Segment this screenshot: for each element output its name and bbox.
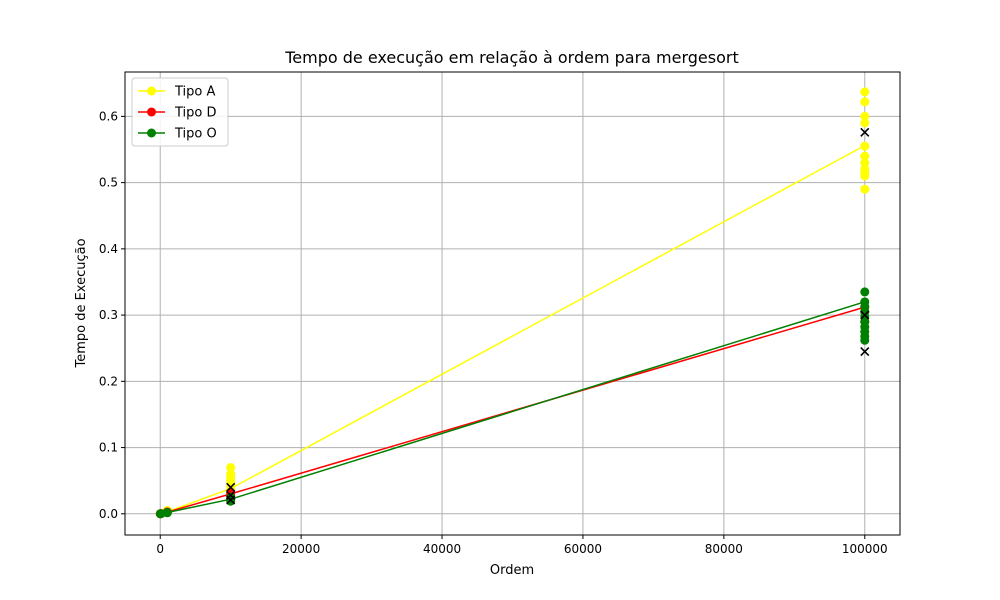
y-tick-label: 0.1 bbox=[99, 441, 118, 455]
data-point-tipo-a bbox=[860, 151, 870, 161]
data-point-tipo-o bbox=[162, 507, 172, 517]
data-point-tipo-o bbox=[860, 297, 870, 307]
x-axis-label: Ordem bbox=[490, 563, 534, 578]
y-tick-label: 0.2 bbox=[99, 374, 118, 388]
data-point-tipo-a bbox=[226, 469, 236, 479]
median-marker-tipo-a bbox=[860, 127, 870, 137]
plot-frame bbox=[124, 71, 901, 536]
legend-item-tipo-d: Tipo D bbox=[138, 106, 217, 121]
median-marker-tipo-d bbox=[860, 310, 870, 320]
median-marker-tipo-a bbox=[226, 482, 236, 492]
data-point-tipo-a bbox=[860, 111, 870, 121]
median-marker-tipo-o bbox=[860, 346, 870, 357]
median-marker-tipo-o bbox=[226, 495, 236, 505]
legend-item-tipo-a: Tipo A bbox=[138, 85, 215, 100]
legend-item-tipo-o: Tipo O bbox=[138, 127, 217, 142]
data-point-tipo-a bbox=[860, 118, 870, 128]
legend: Tipo A Tipo D Tipo O bbox=[131, 77, 229, 147]
y-tick-label: 0.3 bbox=[99, 308, 118, 322]
x-tick-label: 20000 bbox=[282, 542, 320, 556]
y-tick-label: 0.0 bbox=[99, 507, 118, 521]
data-point-tipo-a bbox=[860, 97, 870, 107]
x-tick-label: 60000 bbox=[564, 542, 602, 556]
legend-label: Tipo A bbox=[174, 85, 215, 100]
chart-title: Tempo de execução em relação à ordem par… bbox=[284, 48, 739, 67]
data-point-tipo-a bbox=[860, 164, 870, 174]
data-point-tipo-o bbox=[226, 492, 236, 502]
legend-marker bbox=[147, 86, 156, 96]
plot-area bbox=[155, 87, 870, 519]
legend-label: Tipo O bbox=[174, 127, 217, 142]
legend-marker bbox=[147, 128, 156, 138]
data-point-tipo-a bbox=[226, 462, 236, 472]
y-tick-label: 0.5 bbox=[99, 176, 118, 190]
legend-marker bbox=[147, 107, 156, 117]
data-point-tipo-a bbox=[860, 184, 870, 194]
data-point-tipo-a bbox=[860, 158, 870, 168]
data-point-tipo-a bbox=[860, 141, 870, 151]
data-point-tipo-a bbox=[860, 87, 870, 97]
legend-box bbox=[131, 77, 229, 147]
y-tick-label: 0.4 bbox=[99, 242, 118, 256]
data-point-tipo-o bbox=[860, 287, 870, 297]
x-tick-label: 40000 bbox=[423, 542, 461, 556]
legend-label: Tipo D bbox=[174, 106, 217, 121]
grid bbox=[125, 72, 900, 535]
x-tick-label: 80000 bbox=[705, 542, 743, 556]
y-axis-label: Tempo de Execução bbox=[74, 238, 89, 368]
x-tick-label: 100000 bbox=[842, 542, 888, 556]
x-tick-label: 0 bbox=[156, 542, 164, 556]
axis-ticks: 0 20000 40000 60000 80000 100000 0.0 0.1 0.2 0.3 0… bbox=[99, 109, 888, 556]
y-tick-label: 0.6 bbox=[99, 109, 118, 123]
